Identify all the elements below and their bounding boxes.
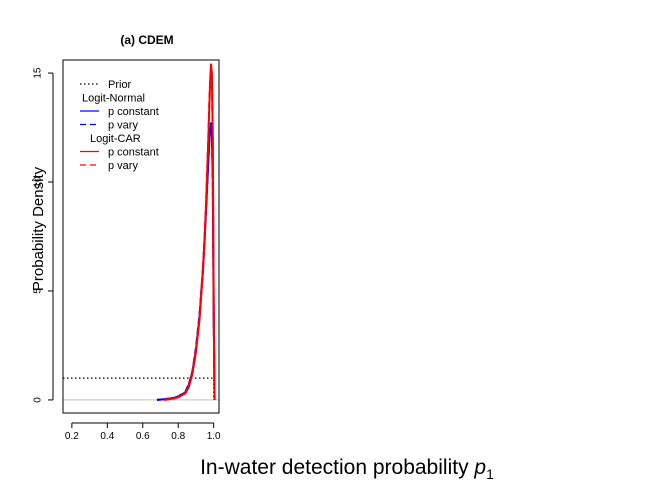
x-tick-label: 1.0 bbox=[207, 431, 221, 442]
x-tick-label: 0.8 bbox=[171, 431, 185, 442]
legend-entry-label: p constant bbox=[108, 106, 159, 118]
legend-entry-label: p vary bbox=[108, 160, 138, 172]
y-tick-label: 5 bbox=[33, 288, 44, 294]
x-tick-label: 0.6 bbox=[136, 431, 150, 442]
chart-title: (a) CDEM bbox=[120, 33, 173, 47]
legend-entry-label: Prior bbox=[108, 79, 132, 91]
plot-frame bbox=[62, 59, 220, 414]
x-tick-label: 0.4 bbox=[100, 431, 114, 442]
x-tick-label: 0.2 bbox=[65, 431, 79, 442]
series-line-4 bbox=[163, 63, 216, 401]
series-line-3 bbox=[156, 122, 216, 401]
legend-entry-label: p constant bbox=[108, 147, 159, 159]
legend-group-label: Logit-CAR bbox=[90, 133, 141, 145]
y-tick-label: 10 bbox=[33, 176, 44, 188]
y-axis-label: Probability Density bbox=[30, 166, 47, 291]
y-tick-label: 0 bbox=[33, 397, 44, 403]
x-axis-label: In-water detection probability p1 bbox=[200, 456, 494, 480]
x-axis-label-subscript: 1 bbox=[486, 466, 494, 480]
legend-entry-label: p vary bbox=[108, 120, 138, 132]
series-line-2 bbox=[156, 124, 216, 401]
series-line-5 bbox=[163, 65, 216, 401]
x-axis-label-main: In-water detection probability bbox=[200, 456, 474, 479]
x-axis-label-variable: p bbox=[473, 456, 486, 479]
y-tick-label: 15 bbox=[33, 67, 44, 79]
legend-group-label: Logit-Normal bbox=[82, 93, 145, 105]
